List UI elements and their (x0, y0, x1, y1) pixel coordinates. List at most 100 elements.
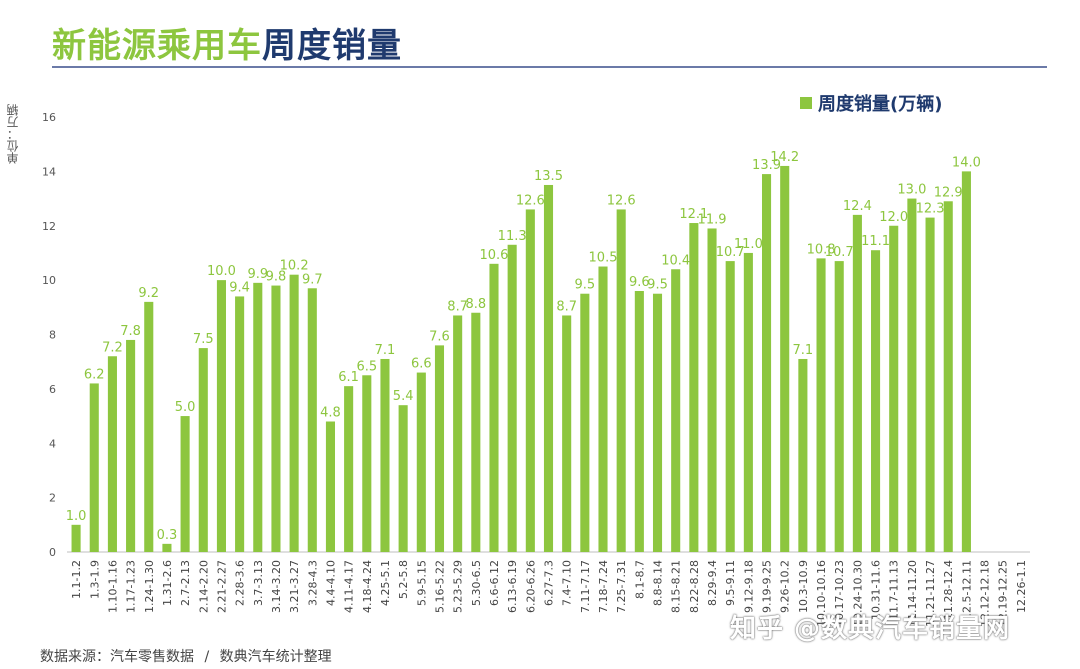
bar (271, 285, 281, 552)
bar (471, 312, 481, 552)
y-tick-label: 4 (49, 437, 56, 450)
bar (889, 225, 899, 552)
data-label: 8.7 (447, 299, 468, 314)
bar (852, 214, 862, 552)
bar (489, 263, 499, 552)
data-label: 7.1 (793, 343, 814, 358)
x-tick-label: 4.11-4.17 (343, 560, 356, 613)
data-label: 5.4 (393, 389, 414, 404)
data-label: 7.8 (120, 324, 141, 339)
x-tick-label: 2.14-2.20 (197, 560, 210, 613)
x-tick-label: 6.6-6.12 (488, 560, 501, 606)
x-tick-label: 1.3-1.9 (88, 560, 101, 599)
bar (162, 543, 172, 552)
legend-swatch (800, 97, 812, 109)
data-label: 13.0 (897, 183, 926, 198)
bar (289, 274, 299, 552)
data-label: 11.9 (698, 212, 727, 227)
data-label: 4.8 (320, 406, 341, 421)
data-label: 11.0 (734, 237, 763, 252)
data-label: 6.5 (356, 359, 377, 374)
data-label: 0.3 (157, 528, 178, 543)
x-tick-label: 2.7-2.13 (179, 560, 192, 606)
y-tick-label: 16 (42, 111, 56, 124)
bar (816, 258, 826, 552)
y-tick-label: 6 (49, 383, 56, 396)
data-label: 6.2 (84, 367, 105, 382)
bar (707, 228, 717, 552)
x-tick-label: 5.2-5.8 (397, 560, 410, 599)
bar (507, 244, 517, 552)
data-label: 8.8 (465, 297, 486, 312)
x-tick-label: 10.17-10.23 (833, 560, 846, 627)
data-label: 9.5 (574, 278, 595, 293)
data-label: 6.1 (338, 370, 359, 385)
data-label: 12.9 (934, 185, 963, 200)
data-label: 11.3 (498, 229, 527, 244)
x-tick-label: 3.28-4.3 (306, 560, 319, 606)
x-tick-label: 9.12-9.18 (742, 560, 755, 613)
data-label: 9.2 (138, 286, 159, 301)
bar (871, 250, 881, 552)
bar (344, 386, 354, 552)
bar (253, 282, 263, 552)
title-navy-part: 周度销量 (262, 26, 402, 66)
bar (71, 524, 81, 552)
data-label: 13.5 (534, 169, 563, 184)
x-tick-label: 4.4-4.10 (324, 560, 337, 606)
data-label: 9.6 (629, 275, 650, 290)
bar (89, 383, 99, 552)
x-tick-label: 12.5-12.11 (960, 560, 973, 620)
data-label: 10.6 (480, 248, 509, 263)
bar (616, 209, 626, 552)
y-tick-label: 14 (42, 165, 56, 178)
x-tick-label: 12.19-12.25 (997, 560, 1010, 627)
x-tick-label: 5.30-6.5 (470, 560, 483, 606)
legend-label: 周度销量(万辆) (818, 94, 943, 115)
bar (235, 296, 245, 552)
x-tick-label: 8.22-8.28 (688, 560, 701, 613)
page-title: 新能源乘用车周度销量 (52, 18, 402, 67)
x-tick-label: 7.11-7.17 (579, 560, 592, 613)
x-tick-label: 10.24-10.30 (851, 560, 864, 627)
data-label: 10.7 (716, 245, 745, 260)
data-label: 9.5 (647, 278, 668, 293)
data-label: 9.9 (247, 267, 268, 282)
bar (834, 261, 844, 552)
data-label: 7.6 (429, 329, 450, 344)
bar (416, 372, 426, 552)
x-tick-label: 2.28-3.6 (234, 560, 247, 606)
data-label: 12.0 (879, 210, 908, 225)
x-tick-label: 7.25-7.31 (615, 560, 628, 613)
legend: 周度销量(万辆) (800, 90, 942, 116)
bar (144, 301, 154, 552)
bar (453, 315, 463, 552)
x-tick-label: 1.31-2.6 (161, 560, 174, 606)
x-tick-label: 2.21-2.27 (215, 560, 228, 613)
bar (671, 269, 681, 552)
x-tick-label: 10.3-10.9 (797, 560, 810, 613)
x-tick-label: 3.7-3.13 (252, 560, 265, 606)
bar (198, 348, 208, 552)
y-tick-label: 2 (49, 492, 56, 505)
x-tick-label: 11.14-11.20 (906, 560, 919, 627)
x-tick-label: 11.28-12.4 (942, 560, 955, 620)
x-tick-label: 6.27-7.3 (543, 560, 556, 606)
bar (398, 405, 408, 552)
bar (380, 358, 390, 552)
x-tick-label: 9.26-10.2 (779, 560, 792, 613)
x-tick-label: 8.1-8.7 (633, 560, 646, 599)
bar (307, 288, 317, 552)
x-tick-label: 1.1-1.2 (70, 560, 83, 599)
x-tick-label: 12.12-12.18 (979, 560, 992, 627)
x-tick-label: 6.13-6.19 (506, 560, 519, 613)
bar (689, 223, 699, 552)
bar (180, 416, 190, 552)
bar (362, 375, 372, 552)
data-label: 7.1 (375, 343, 396, 358)
x-tick-label: 10.31-11.6 (870, 560, 883, 620)
bar (525, 209, 535, 552)
x-tick-label: 11.21-11.27 (924, 560, 937, 627)
y-tick-label: 8 (49, 329, 56, 342)
